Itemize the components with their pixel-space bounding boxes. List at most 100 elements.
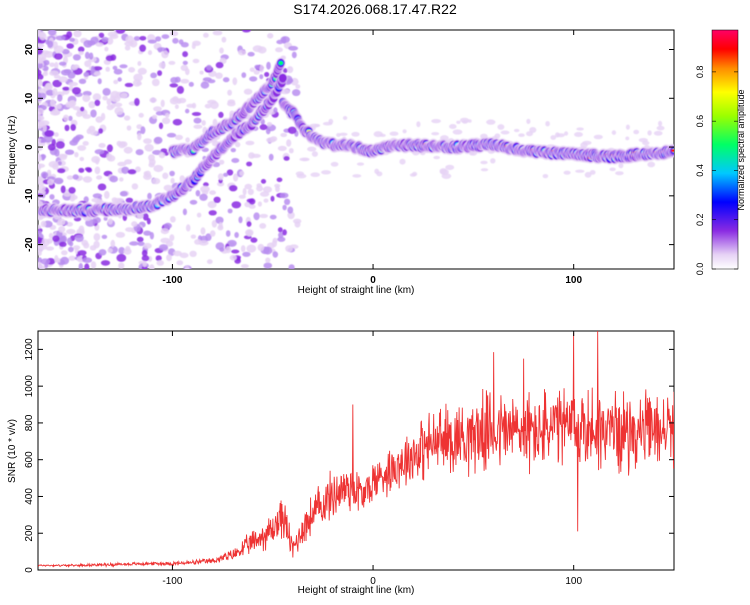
spectrogram-noise-blob (151, 177, 161, 185)
spectrogram-noise-blob (199, 193, 208, 201)
spectrogram-noise-blob (131, 183, 139, 190)
colorbar-label: Normalized spectral amplitude (736, 89, 746, 210)
spectrogram-noise-blob (90, 36, 99, 45)
spectrogram-noise-blob (221, 36, 227, 43)
spectrogram-noise-blob (113, 68, 123, 75)
spectrogram-noise-blob (82, 114, 92, 119)
spectrogram-noise-blob (247, 51, 255, 57)
spectrogram-noise-blob (110, 90, 120, 99)
spectrogram-noise-blob (38, 163, 46, 169)
spectrogram-noise-blob (625, 136, 630, 141)
spectrogram-noise-blob (79, 156, 85, 162)
spectrogram-noise-blob (321, 170, 331, 175)
spectrogram-noise-blob (431, 132, 440, 136)
spectrogram-noise-blob (47, 40, 54, 48)
spectrogram-noise-blob (191, 43, 196, 50)
spectrogram-noise-blob (182, 60, 188, 65)
spectrogram-noise-blob (40, 154, 46, 161)
spectrogram-noise-blob (60, 256, 70, 265)
spectrogram-noise-blob (161, 117, 171, 125)
spectrogram-noise-blob (47, 178, 54, 186)
spectrogram-noise-blob (84, 51, 90, 60)
spectrogram-noise-blob (134, 98, 140, 106)
spectrogram-noise-blob (40, 138, 47, 143)
spectrogram-noise-blob (151, 78, 160, 87)
spectrogram-noise-blob (185, 224, 191, 232)
ridge-peak (671, 149, 674, 153)
spectrogram-noise-blob (351, 131, 360, 137)
spectrogram-noise-blob (288, 45, 299, 51)
spectrogram-noise-blob (189, 250, 197, 257)
spectrogram-noise-blob (500, 130, 510, 135)
spectrogram-noise-blob (137, 67, 147, 75)
spectrogram-noise-blob (282, 204, 287, 211)
spectrogram-noise-blob (78, 78, 87, 85)
spectrogram-noise-blob (100, 112, 106, 121)
spectrogram-noise-blob (480, 168, 489, 172)
spectrogram-noise-blob (200, 81, 210, 89)
spectrogram-noise-blob (609, 167, 616, 172)
spectrogram-noise-blob (137, 241, 145, 246)
snr-y-tick-label: 200 (24, 524, 35, 541)
spectrogram-noise-blob (336, 133, 341, 137)
spectrogram-noise-blob (82, 141, 89, 146)
spectrogram-noise-blob (189, 199, 198, 205)
spectrogram-noise-blob (47, 30, 57, 36)
spectrogram-noise-blob (38, 79, 43, 87)
spectrogram-noise-blob (238, 216, 243, 224)
spectrogram-noise-blob (38, 153, 41, 162)
spectrogram-noise-blob (231, 158, 240, 163)
spectrogram-noise-blob (59, 241, 67, 247)
spectrogram-noise-blob (53, 177, 64, 185)
spectrogram-noise-blob (263, 198, 269, 203)
spectrogram-noise-blob (176, 85, 184, 94)
spectrogram-noise-blob (263, 186, 272, 193)
spectrogram-noise-blob (77, 145, 87, 151)
spectrogram-noise-blob (251, 153, 261, 158)
snr-x-tick-label: 0 (370, 576, 376, 587)
spectrogram-noise-blob (233, 173, 239, 182)
spectrogram-noise-blob (658, 120, 663, 127)
spectrogram-noise-blob (161, 34, 170, 39)
spectrogram-noise-blob (259, 64, 264, 73)
spectrogram-noise-blob (160, 228, 170, 235)
spectrogram-noise-blob (203, 182, 209, 187)
spectrogram-noise-blob (125, 197, 134, 204)
spectrogram-noise-blob (254, 64, 261, 70)
snr-x-axis-label: Height of straight line (km) (298, 585, 415, 596)
spectrogram-noise-blob (184, 266, 190, 269)
spectrogram-noise-blob (288, 264, 295, 269)
spectrogram-noise-blob (242, 187, 247, 196)
spectrogram-noise-blob (265, 257, 271, 263)
spectrogram-noise-blob (172, 37, 179, 44)
spectrogram-noise-blob (402, 129, 407, 134)
spectrogram-noise-blob (152, 114, 158, 119)
snr-x-tick-label: 100 (565, 576, 582, 587)
spectrogram-noise-blob (209, 230, 216, 237)
spectrogram-noise-blob (115, 30, 126, 34)
spectrogram-noise-blob (57, 153, 68, 159)
spectrogram-noise-blob (119, 191, 128, 197)
spectrogram-noise-blob (162, 172, 169, 180)
spectrogram-noise-blob (120, 141, 128, 148)
spectrogram-noise-blob (67, 71, 76, 79)
spectrogram-noise-blob (146, 217, 151, 225)
spectrogram-noise-blob (253, 212, 260, 221)
spectrogram-noise-blob (283, 156, 290, 161)
spectrogram-noise-blob (250, 237, 258, 243)
spectrogram-noise-blob (165, 240, 174, 247)
spectrogram-noise-blob (166, 132, 177, 138)
spectrogram-noise-blob (218, 159, 225, 165)
spectrogram-image (38, 30, 674, 269)
spectrogram-x-axis-label: Height of straight line (km) (298, 285, 415, 296)
spectrogram-noise-blob (38, 115, 45, 121)
spectrogram-noise-blob (180, 42, 189, 48)
spectrogram-noise-blob (229, 254, 237, 261)
snr-y-tick-label: 0 (24, 567, 35, 573)
spectrogram-noise-blob (339, 132, 348, 136)
spectrogram-noise-blob (78, 263, 83, 269)
spectrogram-noise-blob (141, 249, 148, 257)
spectrogram-noise-blob (240, 245, 246, 253)
spectrogram-noise-blob (376, 171, 383, 177)
